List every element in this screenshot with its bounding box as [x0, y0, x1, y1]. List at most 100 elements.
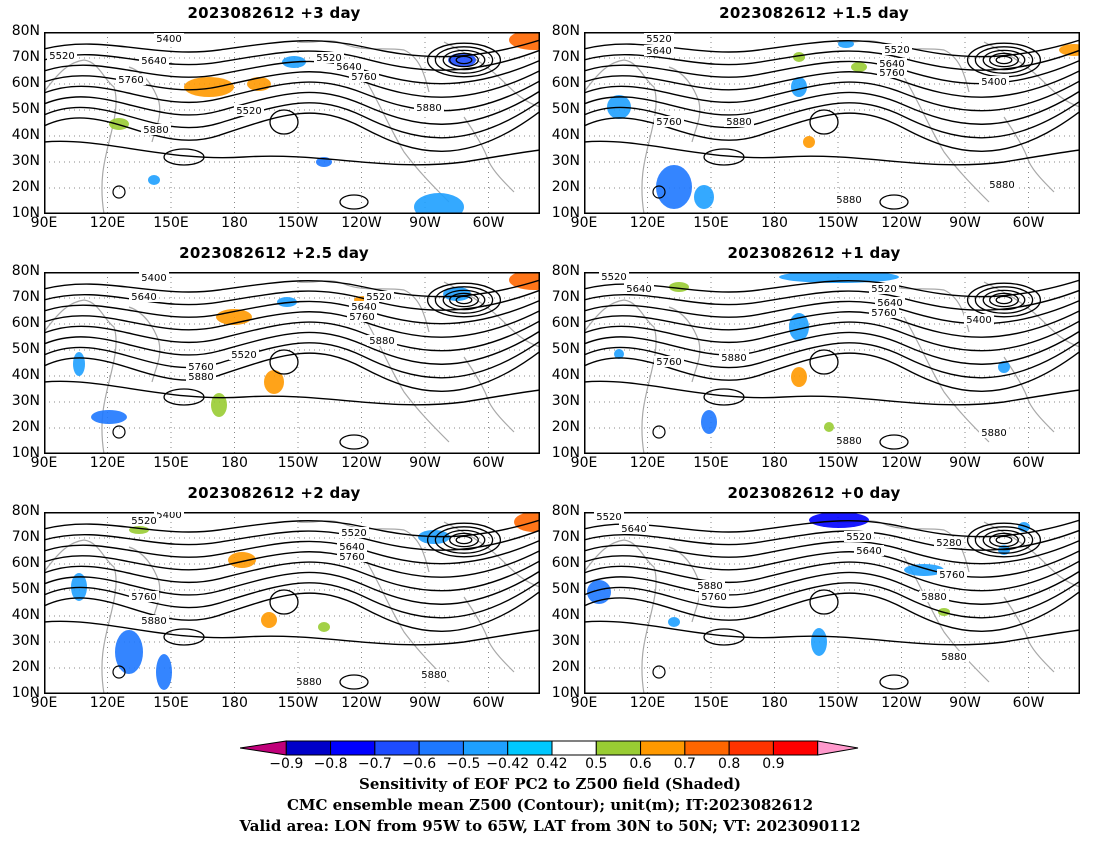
contour-label: 5640: [336, 62, 361, 73]
lat-tick-label: 20N: [551, 179, 580, 195]
contour-label: 5760: [349, 312, 374, 323]
caption-line-2: CMC ensemble mean Z500 (Contour); unit(m…: [286, 796, 814, 814]
panel-title: 2023082612 +0 day: [727, 484, 901, 502]
lat-tick-label: 30N: [551, 633, 580, 649]
contour-label: 5760: [188, 362, 213, 373]
contour-label: 5640: [856, 546, 881, 557]
colorbar-tick-label: −0.9: [269, 756, 304, 772]
lat-tick-label: 50N: [11, 341, 40, 357]
colorbar-tick-label: −0.42: [486, 756, 530, 772]
lon-tick-label: 90W: [409, 695, 441, 711]
contour-label: 5520: [846, 532, 871, 543]
lon-tick-label: 150W: [277, 695, 319, 711]
colorbar-tick-label: 0.7: [673, 756, 696, 772]
lon-tick-label: 90W: [949, 695, 981, 711]
map-plot: 5400 5520 5640 5760 5520 5640 5760 5520 5880 5880: [44, 32, 540, 214]
contour-label: 5880: [836, 436, 861, 447]
lon-tick-label: 120W: [341, 695, 382, 711]
map-panel-1: 2023082612 +3 day 5400 5520 5640 5760 5520 564…: [0, 4, 548, 234]
contour-label: 5520: [366, 292, 391, 303]
lon-tick-label: 180: [761, 215, 788, 231]
lat-tick-label: 40N: [11, 127, 40, 143]
contour-label: 5760: [656, 357, 681, 368]
lat-tick-label: 70N: [11, 289, 40, 305]
contour-label: 5640: [646, 46, 671, 57]
contour-label: 5640: [877, 298, 902, 309]
contour-label: 5400: [156, 512, 181, 521]
panel-title: 2023082612 +2 day: [187, 484, 361, 502]
lon-tick-label: 90E: [30, 455, 58, 471]
contour-label: 5880: [697, 581, 722, 592]
contour-label: 5400: [156, 34, 181, 45]
panel-title: 2023082612 +2.5 day: [179, 244, 369, 262]
map-panel-4: 2023082612 +1 day 5520 5640 5520 5640 5760 540…: [540, 244, 1088, 474]
lat-tick-label: 80N: [551, 503, 580, 519]
contour-label: 5760: [656, 117, 681, 128]
colorbar-tick-label: −0.6: [402, 756, 437, 772]
lon-tick-label: 150W: [277, 215, 319, 231]
contour-label: 5400: [141, 273, 166, 284]
lon-tick-label: 150W: [817, 695, 859, 711]
colorbar-tick-label: 0.9: [762, 756, 785, 772]
contour-label: 5760: [118, 75, 143, 86]
contour-label: 5640: [621, 524, 646, 535]
lon-tick-label: 180: [221, 455, 248, 471]
caption-line-1: Sensitivity of EOF PC2 to Z500 field (Sh…: [359, 775, 741, 793]
lon-tick-label: 60W: [1012, 695, 1045, 711]
lat-tick-label: 20N: [11, 179, 40, 195]
map-plot: 5520 5640 5520 5640 5280 5760 5880 5760 5880 5880: [584, 512, 1080, 694]
lat-tick-label: 60N: [551, 315, 580, 331]
lat-tick-label: 50N: [551, 101, 580, 117]
lon-tick-label: 120W: [881, 215, 922, 231]
colorbar-tick-label: 0.8: [718, 756, 741, 772]
colorbar-tick-label: 0.42: [536, 756, 568, 772]
contour-label: 5640: [626, 284, 651, 295]
contour-label: 5880: [421, 670, 446, 681]
lat-tick-label: 10N: [11, 205, 40, 221]
contour-label: 5760: [879, 68, 904, 79]
contour-label: 5760: [131, 592, 156, 603]
lat-tick-label: 60N: [551, 555, 580, 571]
lon-tick-label: 150W: [817, 215, 859, 231]
lon-tick-label: 90E: [30, 695, 58, 711]
contour-label: 5880: [981, 428, 1006, 439]
lat-tick-label: 60N: [551, 75, 580, 91]
contour-label: 5520: [646, 34, 671, 45]
lon-tick-label: 90W: [949, 455, 981, 471]
contour-label: 5760: [351, 72, 376, 83]
lon-tick-label: 120W: [881, 455, 922, 471]
lat-tick-label: 30N: [551, 393, 580, 409]
contour-label: 5640: [339, 542, 364, 553]
lon-tick-label: 60W: [472, 695, 505, 711]
map-plot: 5400 5640 5520 5640 5760 5520 5880 5760 5880: [44, 272, 540, 454]
contour-label: 5640: [879, 59, 904, 70]
contour-label: 5520: [341, 528, 366, 539]
contour-label: 5880: [143, 125, 168, 136]
contour-label: 5760: [339, 552, 364, 563]
contour-label: 5880: [836, 195, 861, 206]
lat-tick-label: 10N: [551, 205, 580, 221]
lat-tick-label: 40N: [11, 367, 40, 383]
lon-tick-label: 180: [221, 215, 248, 231]
lat-tick-label: 20N: [551, 419, 580, 435]
lat-tick-label: 50N: [551, 341, 580, 357]
lon-tick-label: 90E: [570, 695, 598, 711]
lon-tick-label: 180: [761, 695, 788, 711]
lon-tick-label: 150E: [153, 215, 189, 231]
contour-label: 5640: [131, 292, 156, 303]
lat-tick-label: 80N: [551, 23, 580, 39]
lat-tick-label: 70N: [551, 49, 580, 65]
colorbar-scale: [239, 740, 859, 756]
lat-tick-label: 70N: [551, 529, 580, 545]
lat-tick-label: 10N: [551, 685, 580, 701]
contour-label: 5520: [316, 53, 341, 64]
lon-tick-label: 150E: [693, 215, 729, 231]
lon-tick-label: 150E: [693, 455, 729, 471]
contour-label: 5760: [701, 592, 726, 603]
lat-tick-label: 60N: [11, 75, 40, 91]
lon-tick-label: 180: [221, 695, 248, 711]
colorbar-tick-label: 0.6: [629, 756, 652, 772]
contour-label: 5520: [884, 45, 909, 56]
colorbar-tick-label: −0.8: [313, 756, 348, 772]
contour-label: 5880: [726, 117, 751, 128]
